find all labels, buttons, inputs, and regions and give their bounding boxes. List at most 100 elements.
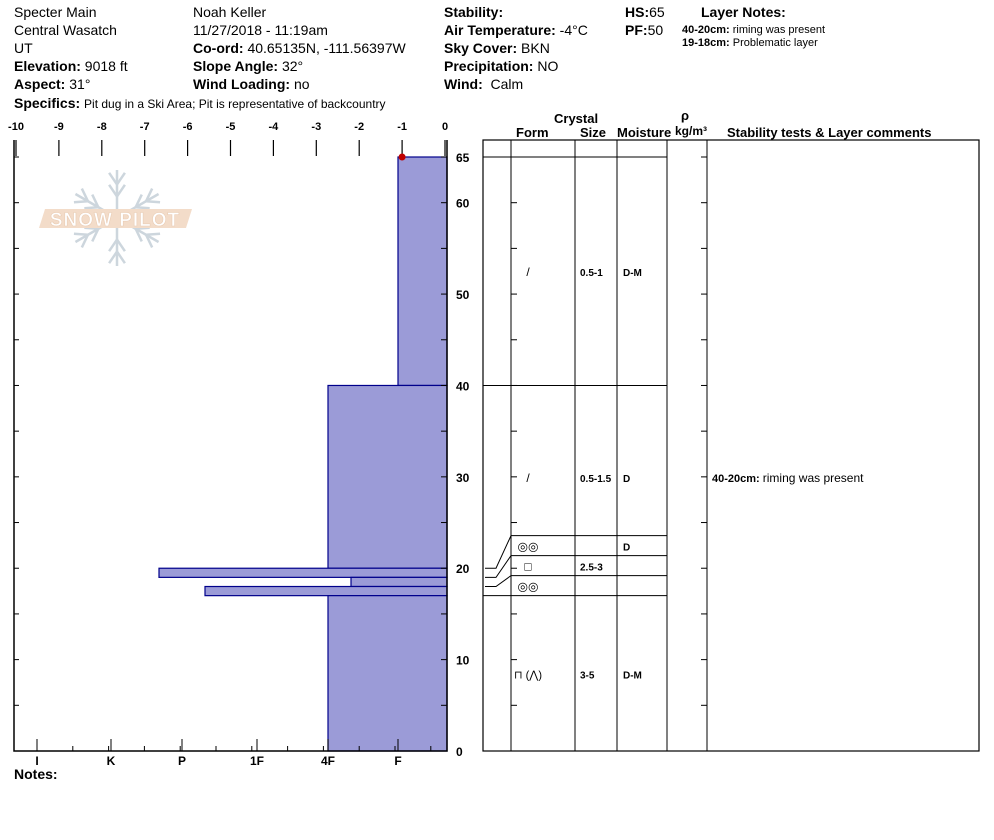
state: UT (14, 40, 33, 56)
moisture: D (623, 474, 630, 485)
air-temperature: Air Temperature: -4°C (444, 22, 588, 38)
aspect: Aspect: 31° (14, 76, 91, 92)
flake-branch (108, 250, 119, 264)
hardness-tick-label: 1F (250, 754, 264, 768)
comments-header: Stability tests & Layer comments (727, 125, 932, 140)
height-tick-label: 10 (456, 654, 470, 668)
flake-branch (73, 232, 88, 237)
stability: Stability: (444, 4, 504, 20)
sky-cover: Sky Cover: BKN (444, 40, 550, 56)
density-symbol: ρ (681, 108, 690, 123)
flake-branch (73, 199, 88, 204)
height-tick-label: 50 (456, 288, 470, 302)
observer: Noah Keller (193, 4, 267, 20)
flake-branch (146, 232, 161, 237)
temp-tick-label: -4 (269, 121, 280, 133)
flake-branch (80, 234, 90, 248)
notes-label: Notes: (14, 766, 58, 782)
coord: Co-ord: 40.65135N, -111.56397W (193, 40, 406, 56)
crystal-form: / (526, 471, 530, 485)
hardness-bar (327, 595, 448, 752)
crystal-form: ◎◎ (518, 540, 539, 554)
flake-branch (135, 205, 150, 210)
flake-branch (91, 228, 100, 242)
crystal-form: ◎◎ (518, 580, 539, 594)
snowpilot-logo: SNOW PILOT (39, 170, 192, 266)
hs: HS:65 (625, 4, 665, 20)
temp-tick-label: 0 (442, 121, 448, 133)
temp-tick-label: -1 (397, 121, 407, 133)
logo-text: SNOW PILOT (50, 210, 180, 231)
moisture: D (623, 543, 630, 554)
layer-note: 19-18cm: Problematic layer (682, 37, 818, 49)
elevation: Elevation: 9018 ft (14, 58, 128, 74)
temp-tick-label: -10 (8, 121, 24, 133)
specifics: Specifics: Pit dug in a Ski Area; Pit is… (14, 95, 386, 111)
moisture-header: Moisture (617, 125, 672, 140)
plot-frame (13, 140, 448, 752)
flake-branch (146, 199, 161, 204)
temp-tick-label: -3 (311, 121, 321, 133)
hardness-bar (204, 585, 448, 597)
temp-tick-label: -7 (140, 121, 150, 133)
layer-note: 40-20cm: riming was present (682, 24, 826, 36)
hardness-tick-label: I (35, 754, 38, 768)
moisture: D-M (623, 268, 642, 279)
hardness-bar (327, 384, 448, 569)
form-header: Form (516, 125, 549, 140)
flake-branch (91, 194, 100, 208)
layer-comment: 40-20cm: riming was present (712, 471, 864, 485)
flake-branch (115, 184, 126, 198)
flake-branch (108, 184, 119, 198)
flake-branch (108, 172, 119, 186)
crystal-size: 2.5-3 (580, 563, 603, 574)
layer-boundary (485, 535, 667, 569)
temp-tick-label: -8 (97, 121, 107, 133)
flake-branch (108, 238, 119, 252)
height-tick-label: 40 (456, 379, 470, 393)
temperature-point (398, 153, 406, 161)
flake-branch (84, 205, 99, 210)
hardness-bar (158, 567, 448, 578)
flake-branch (115, 172, 126, 186)
layer-notes-title: Layer Notes: (701, 4, 786, 20)
flake-branch (134, 228, 143, 242)
temp-tick-label: -5 (226, 121, 236, 133)
hardness-tick-label: P (178, 754, 186, 768)
flake-branch (134, 194, 143, 208)
range: Central Wasatch (14, 22, 117, 38)
height-tick-label: 20 (456, 562, 470, 576)
precipitation: Precipitation: NO (444, 58, 559, 74)
slope-angle: Slope Angle: 32° (193, 58, 304, 74)
hardness-bar (350, 576, 448, 588)
flake-branch (144, 234, 154, 248)
crystal-size: 0.5-1.5 (580, 474, 612, 485)
hardness-tick-label: F (394, 754, 401, 768)
layer-boundary (485, 575, 667, 588)
wind: Wind: Calm (444, 76, 524, 92)
flake-branch (115, 250, 126, 264)
density-unit: kg/m³ (675, 124, 708, 138)
flake-branch (80, 188, 90, 202)
height-tick-label: 65 (456, 151, 470, 165)
flake-branch (115, 238, 126, 252)
table-frame (482, 139, 980, 752)
moisture: D-M (623, 670, 642, 681)
crystal-header: Crystal (554, 111, 599, 126)
crystal-form: □ (524, 560, 531, 574)
crystal-size: 0.5-1 (580, 268, 603, 279)
layer-boundary (485, 555, 667, 578)
hardness-bar (397, 156, 448, 387)
height-tick-label: 0 (456, 745, 463, 759)
height-tick-label: 60 (456, 197, 470, 211)
crystal-form: ⊓ (⋀) (514, 669, 542, 681)
size-header: Size (580, 125, 607, 140)
wind-loading: Wind Loading: no (193, 76, 310, 92)
datetime: 11/27/2018 - 11:19am (193, 22, 328, 38)
hardness-tick-label: K (107, 754, 116, 768)
location: Specter Main (14, 4, 97, 20)
temp-tick-label: -6 (183, 121, 193, 133)
height-tick-label: 30 (456, 471, 470, 485)
hardness-tick-label: 4F (321, 754, 335, 768)
